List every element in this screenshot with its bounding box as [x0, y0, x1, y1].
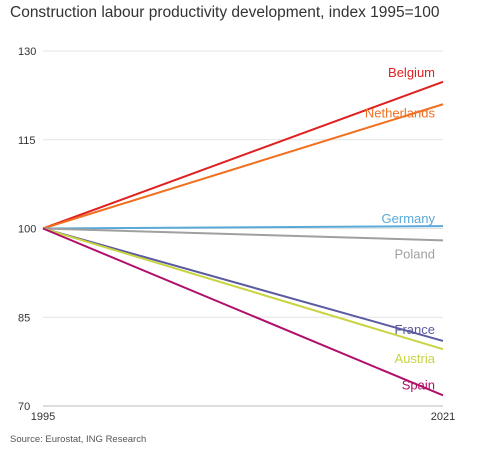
y-tick-label: 70: [18, 401, 30, 413]
series-line-netherlands: [42, 103, 444, 230]
y-tick-label: 130: [18, 46, 36, 58]
series-line-poland: [42, 227, 444, 242]
chart-title: Construction labour productivity develop…: [10, 4, 440, 21]
series-line-france: [42, 227, 444, 342]
series-line-belgium: [42, 80, 444, 230]
series-line-austria: [42, 227, 444, 351]
x-tick-label: 1995: [31, 411, 55, 423]
series-label-spain: Spain: [402, 377, 435, 392]
y-tick-label: 100: [18, 224, 36, 236]
series-label-france: France: [395, 322, 435, 337]
series-label-poland: Poland: [395, 246, 435, 261]
y-tick-label: 85: [18, 312, 30, 324]
series-label-germany: Germany: [382, 211, 436, 226]
x-tick-label: 2021: [431, 411, 455, 423]
series-line-germany: [42, 225, 444, 230]
series-label-austria: Austria: [395, 351, 436, 366]
y-tick-label: 115: [18, 135, 36, 147]
series-label-belgium: Belgium: [388, 65, 435, 80]
series-line-spain: [42, 227, 444, 397]
series-label-netherlands: Netherlands: [365, 105, 436, 120]
source-note: Source: Eurostat, ING Research: [10, 434, 147, 445]
